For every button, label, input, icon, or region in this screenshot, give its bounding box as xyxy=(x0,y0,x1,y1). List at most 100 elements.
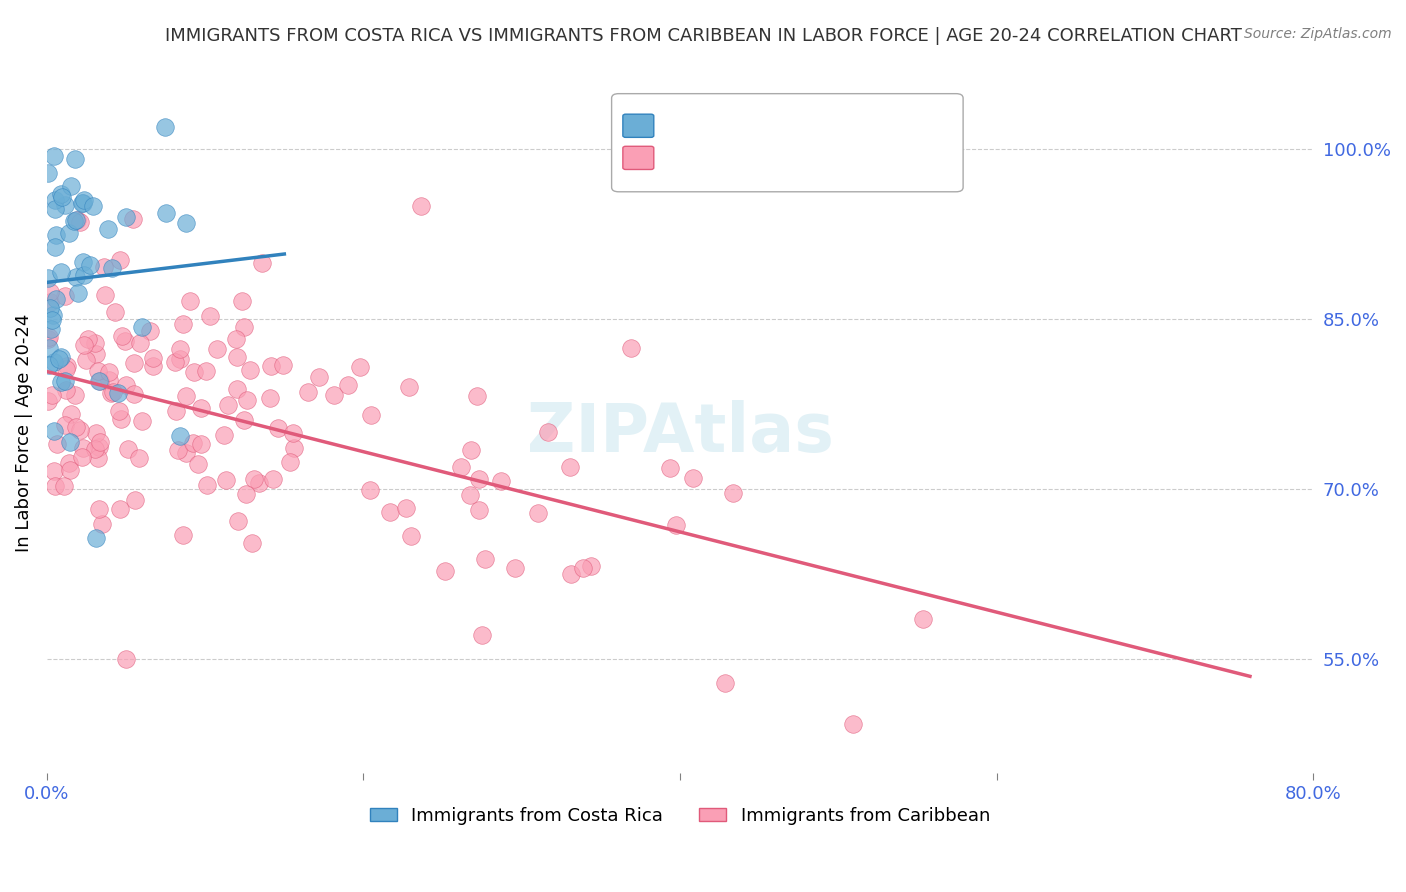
Point xyxy=(240,535,263,549)
Point xyxy=(44,478,66,492)
Point xyxy=(51,350,73,364)
Point xyxy=(232,320,254,334)
Point xyxy=(395,501,418,516)
Point xyxy=(55,197,77,211)
Point xyxy=(273,358,295,372)
Point xyxy=(38,285,60,300)
Point xyxy=(323,388,346,402)
Text: IMMIGRANTS FROM COSTA RICA VS IMMIGRANTS FROM CARIBBEAN IN LABOR FORCE | AGE 20-: IMMIGRANTS FROM COSTA RICA VS IMMIGRANTS… xyxy=(165,27,1241,45)
Point xyxy=(266,421,288,435)
Point xyxy=(82,199,104,213)
Point xyxy=(44,202,66,217)
Point xyxy=(713,675,735,690)
Point xyxy=(169,352,191,367)
Point xyxy=(297,384,319,399)
Point xyxy=(87,374,110,388)
Point xyxy=(87,451,110,466)
Point xyxy=(58,227,80,241)
Point xyxy=(571,561,593,575)
Point xyxy=(72,254,94,268)
Point xyxy=(72,441,94,455)
Point xyxy=(468,472,491,486)
Point xyxy=(183,365,205,379)
Point xyxy=(44,240,66,254)
Point xyxy=(108,502,131,516)
Point xyxy=(89,502,111,516)
Point xyxy=(45,437,67,451)
Point xyxy=(110,252,132,267)
Point xyxy=(70,450,93,464)
Point xyxy=(259,359,281,373)
Point xyxy=(59,179,82,194)
Point xyxy=(49,375,72,389)
Point xyxy=(620,341,643,355)
Point xyxy=(169,342,191,356)
Point xyxy=(280,455,302,469)
Point xyxy=(101,261,124,276)
Point xyxy=(63,214,86,228)
Point xyxy=(172,317,194,331)
Point xyxy=(97,373,120,387)
Point xyxy=(69,215,91,229)
Point xyxy=(117,442,139,457)
Point xyxy=(283,441,305,455)
Point xyxy=(73,337,96,351)
Point xyxy=(155,206,177,220)
Point xyxy=(91,516,114,531)
Point xyxy=(434,565,457,579)
Point xyxy=(108,404,131,418)
Y-axis label: In Labor Force | Age 20-24: In Labor Force | Age 20-24 xyxy=(15,313,32,552)
Point xyxy=(63,387,86,401)
Point xyxy=(153,120,176,134)
Point xyxy=(558,460,581,475)
Point xyxy=(190,436,212,450)
Point xyxy=(73,193,96,207)
Point xyxy=(59,463,82,477)
Point xyxy=(58,456,80,470)
Point xyxy=(131,320,153,334)
Point xyxy=(232,413,254,427)
Point xyxy=(842,716,865,731)
Point xyxy=(110,412,132,426)
Point xyxy=(41,388,63,402)
Point xyxy=(65,269,87,284)
Point xyxy=(42,464,65,478)
Point xyxy=(37,271,59,285)
Point xyxy=(579,559,602,574)
Point xyxy=(468,503,491,517)
Point xyxy=(38,341,60,355)
Point xyxy=(527,506,550,520)
Point xyxy=(450,459,472,474)
Point xyxy=(195,477,218,491)
Point xyxy=(115,651,138,665)
Point xyxy=(45,228,67,243)
Point xyxy=(65,212,87,227)
Point xyxy=(474,552,496,566)
Point xyxy=(682,470,704,484)
Point xyxy=(44,148,66,162)
Point xyxy=(236,392,259,407)
Point xyxy=(142,359,165,374)
Point xyxy=(138,324,160,338)
Point xyxy=(37,393,59,408)
Point xyxy=(100,385,122,400)
Point xyxy=(471,628,494,642)
Point xyxy=(212,428,235,442)
Point xyxy=(179,294,201,309)
Point xyxy=(465,389,488,403)
Point xyxy=(131,414,153,428)
Point xyxy=(42,355,65,369)
Point xyxy=(378,505,401,519)
Point xyxy=(87,440,110,454)
Point xyxy=(336,378,359,392)
Point xyxy=(217,398,239,412)
Point xyxy=(398,380,420,394)
Text: R =  0.435   N = 50: R = 0.435 N = 50 xyxy=(640,120,846,138)
Point xyxy=(107,385,129,400)
Point xyxy=(39,322,62,336)
Point xyxy=(38,301,60,316)
Point xyxy=(174,389,197,403)
Point xyxy=(59,435,82,450)
Point xyxy=(163,355,186,369)
Point xyxy=(262,472,284,486)
